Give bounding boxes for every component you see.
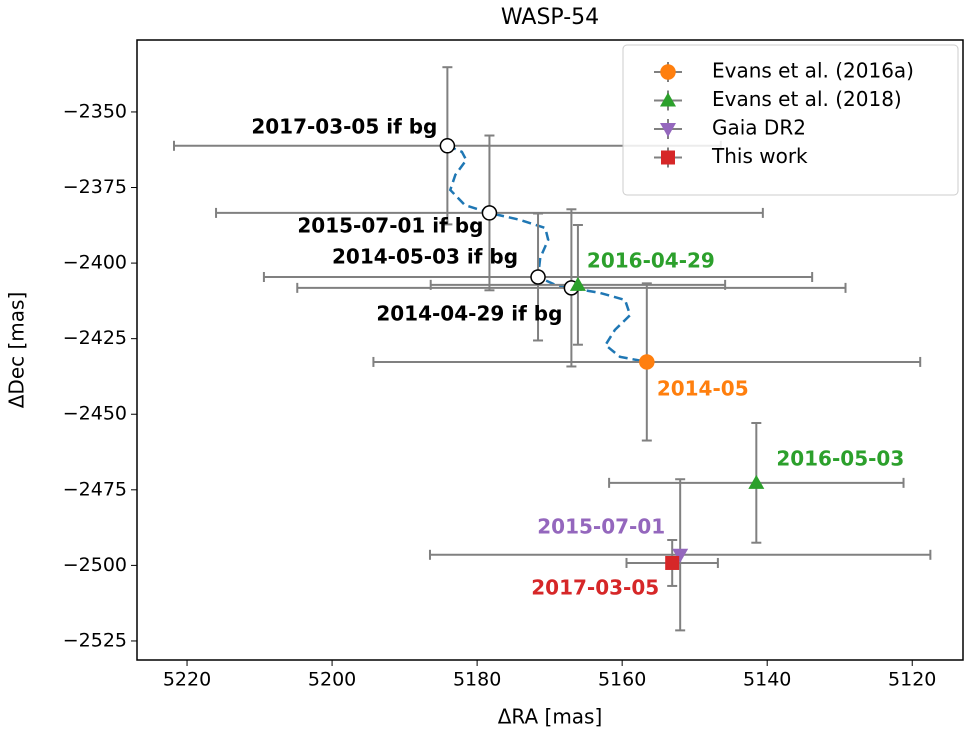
y-tick-label: −2425 xyxy=(63,327,127,349)
point-label: 2017-03-05 xyxy=(531,575,659,599)
point xyxy=(481,205,498,221)
point-label: 2014-05 xyxy=(657,376,749,400)
point xyxy=(439,138,456,154)
x-tick-label: 5140 xyxy=(743,669,791,691)
legend-label: This work xyxy=(711,144,808,168)
y-tick-label: −2350 xyxy=(63,100,127,122)
point xyxy=(639,354,655,370)
point-label: 2014-05-03 if bg xyxy=(332,244,518,268)
point-label: 2015-07-01 xyxy=(537,514,665,538)
point xyxy=(748,474,765,489)
legend-label: Gaia DR2 xyxy=(712,116,806,140)
x-tick-label: 5180 xyxy=(453,669,501,691)
point-label: 2016-04-29 xyxy=(587,248,715,272)
y-tick-label: −2450 xyxy=(63,403,127,425)
plot-frame xyxy=(136,39,964,661)
x-tick-label: 5160 xyxy=(598,669,646,691)
x-axis-label: ΔRA [mas] xyxy=(498,705,603,729)
point xyxy=(530,269,546,285)
y-tick-label: −2475 xyxy=(63,478,127,500)
point-label: 2014-04-29 if bg xyxy=(376,301,562,325)
y-tick-label: −2400 xyxy=(63,252,127,274)
legend-box xyxy=(622,44,959,196)
legend-label: Evans et al. (2018) xyxy=(712,87,902,111)
point-label: 2015-07-01 if bg xyxy=(297,213,483,237)
legend-label: Evans et al. (2016a) xyxy=(712,59,914,83)
legend-marker xyxy=(660,123,676,137)
point xyxy=(672,548,689,563)
legend-marker xyxy=(661,150,675,165)
x-tick-label: 5200 xyxy=(308,669,356,691)
legend: Evans et al. (2016a) Evans et al. (2018) G… xyxy=(654,59,914,168)
legend-marker xyxy=(660,64,676,80)
y-tick-label: −2525 xyxy=(63,629,127,651)
y-axis-label: ΔDec [mas] xyxy=(5,292,29,409)
y-tick-label: −2500 xyxy=(63,554,127,576)
point-label: 2017-03-05 if bg xyxy=(251,114,437,138)
chart-title: WASP-54 xyxy=(501,5,599,30)
y-tick-label: −2375 xyxy=(63,176,127,198)
point-label: 2016-05-03 xyxy=(776,446,904,470)
legend-marker xyxy=(660,92,676,107)
track-line xyxy=(446,144,648,364)
point xyxy=(665,555,680,570)
x-tick-label: 5220 xyxy=(163,669,211,691)
point xyxy=(569,276,586,291)
x-tick-label: 5120 xyxy=(888,669,936,691)
